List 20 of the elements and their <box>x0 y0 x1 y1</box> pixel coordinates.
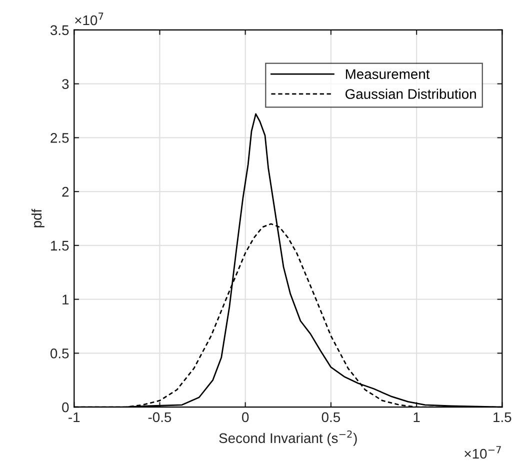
legend-label: Measurement <box>346 69 430 80</box>
text: ×10$^{−7}$ <box>464 446 501 459</box>
y-tick-label: 3.5 <box>50 25 69 36</box>
y-tick-label: 0 <box>62 402 69 412</box>
x-tick-label: 0.5 <box>322 412 340 422</box>
y-tick-label: 0.5 <box>50 348 69 358</box>
x-tick-label: 0 <box>242 412 249 422</box>
x-tick-label: 1 <box>414 412 420 422</box>
legend-label: Gaussian Distribution <box>346 88 476 99</box>
y-tick-label: 2.5 <box>50 133 69 143</box>
x-tick-label: -1 <box>68 412 80 422</box>
y-tick-label: 3 <box>62 79 69 89</box>
y-tick-label: 1 <box>62 294 69 304</box>
x-tick-label: 1.5 <box>494 412 512 422</box>
text: ×10$^{7}$ <box>75 12 104 26</box>
x-axis-title: Second Invariant (s$^{−2}$) <box>219 430 357 446</box>
y-axis-title: pdf <box>31 208 44 228</box>
x-tick-label: -0.5 <box>148 412 172 422</box>
y-tick-label: 1.5 <box>51 240 69 251</box>
y-tick-label: 2 <box>62 186 69 197</box>
